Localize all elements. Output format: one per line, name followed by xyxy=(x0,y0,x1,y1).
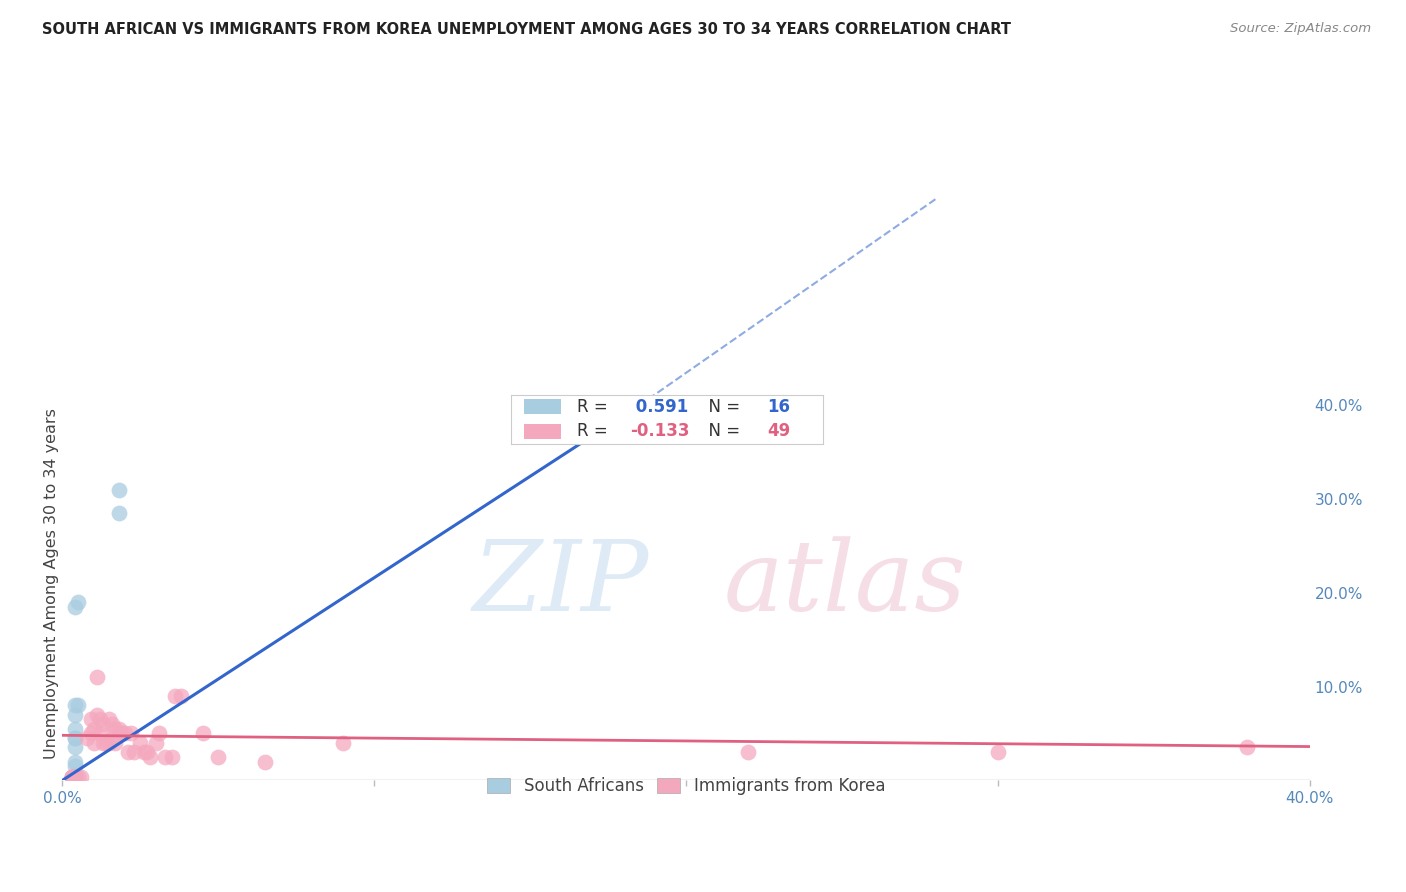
Point xyxy=(67,771,90,785)
Point xyxy=(79,726,101,740)
Point xyxy=(60,771,83,785)
Point xyxy=(94,736,117,750)
Point xyxy=(148,726,170,740)
Point xyxy=(63,769,86,783)
Point xyxy=(63,731,86,745)
Point xyxy=(120,726,142,740)
Text: ZIP: ZIP xyxy=(472,536,648,632)
Point xyxy=(101,717,124,731)
Point xyxy=(86,707,108,722)
Point xyxy=(117,745,139,759)
Point xyxy=(254,755,277,769)
Text: Source: ZipAtlas.com: Source: ZipAtlas.com xyxy=(1230,22,1371,36)
Point xyxy=(63,755,86,769)
Point xyxy=(60,771,83,785)
Point xyxy=(98,712,121,726)
Point xyxy=(91,717,114,731)
Point xyxy=(89,712,111,726)
Point xyxy=(145,736,167,750)
Point xyxy=(63,740,86,755)
Point xyxy=(63,722,86,736)
Point xyxy=(135,745,157,759)
Point xyxy=(155,750,177,764)
Point xyxy=(67,595,90,609)
Point xyxy=(132,745,155,759)
Point xyxy=(70,771,93,785)
Point xyxy=(163,689,186,703)
Point xyxy=(104,722,127,736)
Point xyxy=(101,731,124,745)
Point xyxy=(114,726,136,740)
Point xyxy=(107,506,129,520)
Point xyxy=(207,750,229,764)
Point xyxy=(79,712,101,726)
Point xyxy=(83,722,105,736)
Point xyxy=(67,698,90,713)
Point xyxy=(98,736,121,750)
Point xyxy=(76,731,98,745)
Point xyxy=(91,736,114,750)
Point xyxy=(111,726,134,740)
Point xyxy=(60,771,83,785)
Point xyxy=(987,745,1010,759)
Point xyxy=(63,731,86,745)
Point xyxy=(63,771,86,785)
Y-axis label: Unemployment Among Ages 30 to 34 years: Unemployment Among Ages 30 to 34 years xyxy=(44,408,59,759)
Point xyxy=(63,707,86,722)
Point xyxy=(122,745,145,759)
Point xyxy=(1236,740,1258,755)
Point xyxy=(139,750,162,764)
Point xyxy=(170,689,193,703)
Point xyxy=(737,745,759,759)
Text: atlas: atlas xyxy=(724,536,966,632)
Point xyxy=(60,771,83,785)
Legend: South Africans, Immigrants from Korea: South Africans, Immigrants from Korea xyxy=(481,770,891,802)
Point xyxy=(332,736,354,750)
Text: SOUTH AFRICAN VS IMMIGRANTS FROM KOREA UNEMPLOYMENT AMONG AGES 30 TO 34 YEARS CO: SOUTH AFRICAN VS IMMIGRANTS FROM KOREA U… xyxy=(42,22,1011,37)
Point xyxy=(129,736,152,750)
Point xyxy=(63,769,86,783)
Point xyxy=(63,759,86,773)
Point xyxy=(107,483,129,497)
Point xyxy=(63,599,86,614)
Point xyxy=(160,750,183,764)
Point xyxy=(104,736,127,750)
Point xyxy=(63,769,86,783)
Point xyxy=(107,722,129,736)
Point xyxy=(83,736,105,750)
Point xyxy=(60,771,83,785)
Point xyxy=(191,726,214,740)
Point xyxy=(63,698,86,713)
Point xyxy=(89,726,111,740)
Point xyxy=(86,670,108,684)
